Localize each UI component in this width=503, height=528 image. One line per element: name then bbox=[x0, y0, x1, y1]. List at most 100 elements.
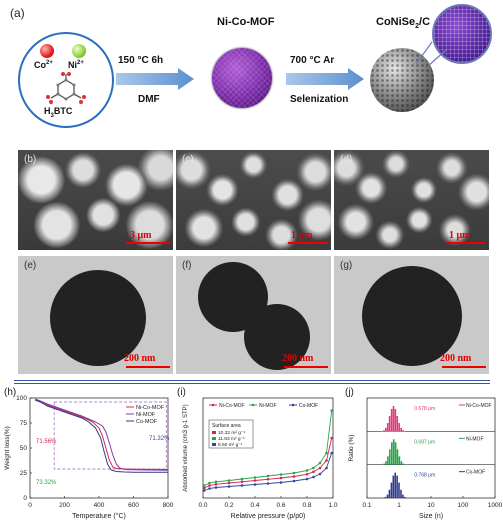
data-point bbox=[318, 461, 322, 465]
tem-image: (e) 200 nm bbox=[18, 256, 173, 374]
y-tick-label: 0 bbox=[23, 495, 27, 502]
histogram-bar bbox=[402, 463, 405, 465]
peak-size-label: 0.678 μm bbox=[414, 406, 435, 412]
scale-bar-label: 200 nm bbox=[440, 353, 472, 364]
tga-chart: (h) 0 200 400 600 800 0 25 50 75 100 Temperature (°… bbox=[4, 387, 174, 520]
data-point bbox=[208, 487, 211, 490]
scale-bar bbox=[126, 242, 170, 244]
data-point bbox=[214, 483, 218, 486]
co-ion-sphere bbox=[40, 44, 54, 58]
x-tick-label: 1 bbox=[397, 502, 401, 509]
histogram-bar bbox=[383, 463, 385, 465]
legend-label: Ni-Co-MOF bbox=[219, 403, 245, 409]
legend-label: Ni-MOF bbox=[259, 403, 277, 409]
inset-swatch bbox=[212, 443, 216, 446]
inset-swatch bbox=[212, 431, 216, 434]
inset-value: 10.32 m² g⁻¹ bbox=[218, 430, 245, 436]
data-point bbox=[325, 466, 328, 470]
inset-swatch bbox=[212, 437, 216, 440]
data-point bbox=[305, 477, 309, 481]
x-tick-label: 0.1 bbox=[362, 502, 371, 509]
panel-label-f: (f) bbox=[182, 260, 192, 271]
data-point bbox=[253, 476, 257, 479]
x-tick-label: 10 bbox=[427, 502, 435, 509]
data-point bbox=[240, 484, 244, 487]
right-arrow-icon bbox=[286, 68, 364, 90]
histogram-bar bbox=[387, 456, 389, 465]
tem-image: (f) 200 nm bbox=[176, 256, 331, 374]
data-point bbox=[279, 481, 283, 484]
data-point bbox=[208, 484, 211, 487]
x-tick-label: 0.0 bbox=[198, 502, 207, 509]
histogram-bar bbox=[396, 416, 399, 432]
annotation: 71.56% bbox=[36, 439, 57, 445]
sem-row: (b) 3 μm (c) 1 μm (d) 1 μm bbox=[0, 150, 503, 250]
tem-row: (e) 200 nm (f) 200 nm (g) 200 nm bbox=[0, 256, 503, 374]
scale-bar bbox=[126, 366, 170, 368]
data-point bbox=[214, 486, 218, 489]
scale-bar-label: 200 nm bbox=[282, 353, 314, 364]
x-tick-label: 100 bbox=[458, 502, 469, 509]
histogram-bar bbox=[396, 475, 398, 498]
x-tick-label: 1.0 bbox=[328, 502, 337, 509]
series-line bbox=[204, 410, 333, 486]
data-point bbox=[240, 477, 244, 481]
data-point bbox=[208, 481, 211, 485]
inset-box bbox=[208, 419, 254, 449]
scale-bar-label: 200 nm bbox=[124, 353, 156, 364]
histogram-bar bbox=[391, 442, 393, 465]
data-point bbox=[240, 480, 244, 484]
step2-condition-top: 700 °C Ar bbox=[290, 55, 335, 66]
legend-marker bbox=[211, 403, 215, 407]
histogram-bar bbox=[392, 439, 395, 465]
legend-label: Ni-MOF bbox=[466, 436, 484, 442]
scale-bar-label: 1 μm bbox=[449, 230, 471, 241]
legend-marker bbox=[291, 403, 295, 407]
tem-particle bbox=[244, 304, 310, 370]
panel-label-g: (g) bbox=[340, 260, 353, 271]
histogram-bar bbox=[392, 406, 395, 432]
zoom-inset-circle bbox=[432, 4, 492, 64]
mof-title: Ni-Co-MOF bbox=[217, 16, 275, 28]
data-point bbox=[214, 480, 218, 484]
panel-label: (i) bbox=[177, 387, 186, 398]
histogram-bar bbox=[394, 409, 397, 432]
histogram-bar bbox=[384, 496, 387, 498]
histogram-bar bbox=[385, 427, 387, 432]
histogram-bar bbox=[404, 496, 406, 498]
data-point bbox=[318, 466, 322, 470]
tem-particle bbox=[50, 270, 146, 366]
inset-value: 11.83 m² g⁻¹ bbox=[218, 436, 245, 442]
histogram-bar bbox=[390, 482, 393, 498]
legend-label: Ni-Co-MOF bbox=[136, 405, 165, 411]
size-distribution-chart: (j) 0.1 1 10 100 1000 Size (n) Ratio (%) 0.678 μ… bbox=[345, 387, 503, 520]
y-axis-label: Absorbed volume (cm3 g-1 STP) bbox=[183, 404, 189, 491]
sem-image: (c) 1 μm bbox=[176, 150, 331, 250]
panel-label-a: (a) bbox=[10, 6, 25, 20]
ni-co-mof-sphere bbox=[212, 48, 272, 108]
data-point bbox=[253, 483, 257, 486]
annotation: 71.32% bbox=[149, 436, 170, 442]
data-point bbox=[279, 476, 283, 480]
scale-bar bbox=[446, 242, 486, 244]
data-point bbox=[330, 451, 333, 455]
histogram-bar bbox=[402, 494, 404, 498]
x-axis-label: Size (n) bbox=[419, 513, 443, 520]
x-tick-label: 1000 bbox=[488, 502, 503, 509]
y-tick-label: 50 bbox=[20, 445, 28, 452]
inset-value: 8.50 m² g⁻¹ bbox=[218, 442, 243, 448]
histogram-bar bbox=[392, 475, 395, 498]
bet-isotherm-chart: (i) 0.0 0.2 0.4 0.6 0.8 1.0 Relative pressure (… bbox=[177, 387, 338, 520]
legend-label: Co-MOF bbox=[466, 470, 485, 476]
schematic-panel: (a) Co2+ Ni2+ H3BTC 150 °C 6h DMF Ni-Co-… bbox=[0, 0, 503, 148]
legend-marker bbox=[251, 403, 255, 407]
inset-title: Surface area bbox=[212, 423, 241, 429]
histogram-bar bbox=[400, 461, 403, 465]
tem-image: (g) 200 nm bbox=[334, 256, 489, 374]
ni-ion-sphere bbox=[72, 44, 86, 58]
data-point bbox=[266, 478, 270, 481]
data-point bbox=[325, 459, 328, 462]
histogram-bar bbox=[394, 442, 397, 465]
section-divider bbox=[14, 383, 490, 384]
legend-label: Ni-Co-MOF bbox=[466, 403, 492, 409]
